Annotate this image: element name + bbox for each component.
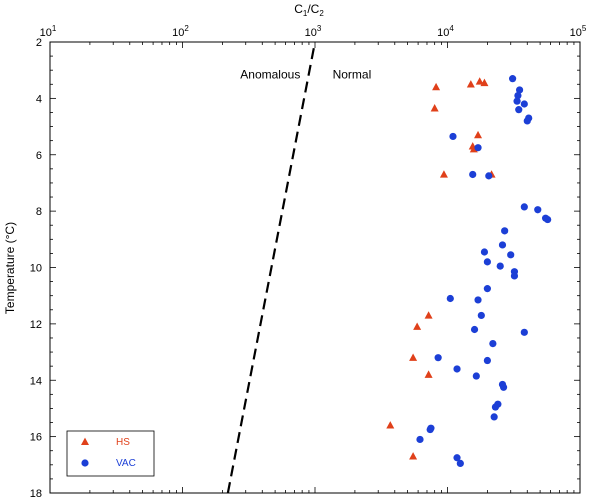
legend: HS VAC <box>66 430 155 477</box>
point-vac <box>470 325 479 334</box>
point-vac <box>469 170 477 179</box>
x-axis-label: C1/C2 <box>294 2 324 18</box>
annotation-anomalous: Anomalous <box>240 67 300 81</box>
point-vac <box>446 294 454 303</box>
y-axis-label: Temperature (°C) <box>3 222 17 314</box>
data-points <box>386 75 552 468</box>
point-vac <box>544 215 552 224</box>
y-tick-label: 2 <box>36 37 42 49</box>
point-hs <box>439 170 448 178</box>
point-vac <box>474 296 482 304</box>
point-vac <box>534 206 542 214</box>
point-vac <box>426 425 434 434</box>
x-tick-label: 105 <box>570 24 587 39</box>
point-hs <box>474 130 483 139</box>
legend-label-vac: VAC <box>116 458 136 469</box>
point-hs <box>475 77 484 85</box>
point-vac <box>434 354 442 362</box>
point-hs <box>386 421 395 429</box>
point-hs <box>409 452 418 460</box>
point-vac <box>489 340 497 348</box>
point-vac <box>483 258 491 266</box>
point-vac <box>453 454 461 462</box>
point-hs <box>480 78 489 87</box>
legend-marker-vac <box>81 459 89 467</box>
x-tick-label: 102 <box>172 24 189 39</box>
point-hs <box>424 370 433 378</box>
y-tick-label: 14 <box>30 375 42 387</box>
y-tick-label: 10 <box>30 263 42 275</box>
point-vac <box>480 248 489 256</box>
point-vac <box>416 435 424 444</box>
point-vac <box>520 100 528 108</box>
point-vac <box>515 86 524 94</box>
point-vac <box>510 272 519 280</box>
tick-marks <box>49 41 580 494</box>
point-vac <box>472 372 480 380</box>
tick-labels: 101 102 103 104 105 2 4 6 8 10 12 14 16 18 <box>30 24 587 500</box>
point-vac <box>498 241 507 249</box>
y-tick-label: 12 <box>30 319 42 331</box>
point-vac <box>507 251 515 259</box>
point-hs <box>424 311 433 319</box>
point-vac <box>456 459 464 468</box>
point-vac <box>483 356 491 365</box>
point-vac <box>491 403 500 411</box>
point-vac <box>501 227 509 235</box>
point-vac <box>453 365 461 373</box>
point-vac <box>520 203 528 211</box>
legend-label-hs: HS <box>116 437 130 448</box>
boundary-dashed-line <box>226 41 317 494</box>
point-vac <box>499 383 508 391</box>
legend-box <box>66 430 155 477</box>
point-vac <box>513 97 521 105</box>
x-tick-label: 101 <box>40 24 57 39</box>
point-vac <box>520 328 528 336</box>
point-vac <box>485 172 493 180</box>
y-tick-label: 6 <box>36 150 42 162</box>
point-vac <box>515 106 523 114</box>
point-hs <box>430 104 439 112</box>
x-tick-label: 103 <box>305 24 322 39</box>
point-vac <box>496 262 504 270</box>
point-vac <box>477 311 485 320</box>
y-tick-label: 18 <box>30 488 42 500</box>
point-hs <box>466 80 475 88</box>
point-vac <box>509 75 517 83</box>
point-hs <box>432 82 441 91</box>
point-vac <box>474 144 482 152</box>
x-tick-label: 104 <box>437 24 454 39</box>
point-hs <box>413 322 422 330</box>
point-vac <box>514 91 522 100</box>
point-vac <box>449 132 457 141</box>
y-tick-label: 8 <box>36 206 42 218</box>
annotation-normal: Normal <box>333 67 372 81</box>
point-hs <box>409 353 418 361</box>
point-vac <box>483 285 491 293</box>
y-tick-label: 4 <box>36 93 42 105</box>
legend-marker-hs <box>81 437 89 445</box>
y-tick-label: 16 <box>30 432 42 444</box>
point-vac <box>490 413 498 421</box>
point-vac <box>523 117 531 125</box>
